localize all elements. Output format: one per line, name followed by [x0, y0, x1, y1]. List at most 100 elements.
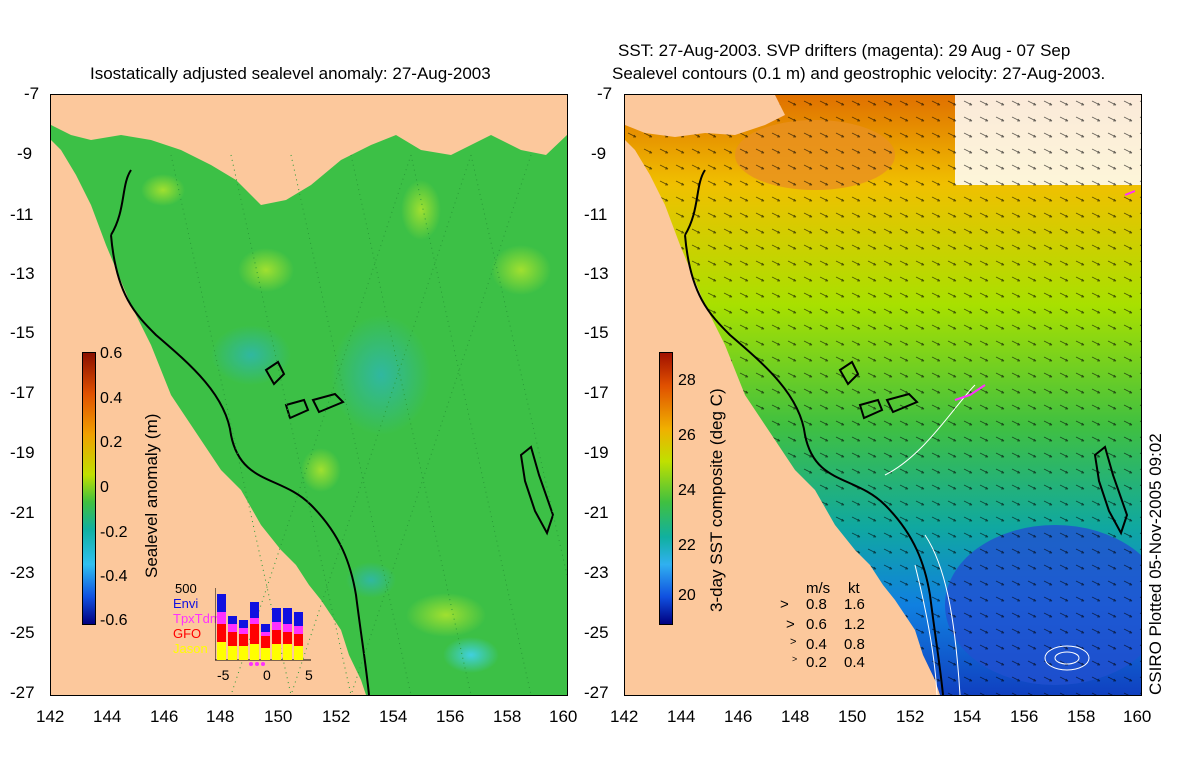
lon-tick: 146 — [724, 707, 753, 726]
ssla-cb-tick: -0.6 — [100, 612, 128, 629]
vector-key-ms: 0.6 — [806, 616, 827, 633]
land-png-right — [625, 95, 785, 137]
right-map-canvas — [625, 95, 1141, 695]
ssla-cb-tick: 0.2 — [100, 434, 123, 451]
sst-cb-tick: 20 — [678, 587, 696, 604]
vector-arrow-icon: > — [790, 636, 797, 648]
vector-key-header-kt: kt — [848, 580, 860, 597]
lat-tick: -7 — [24, 84, 40, 103]
lat-tick: -17 — [584, 383, 609, 402]
satellite-tracks — [170, 154, 567, 695]
shelf-contour-right — [684, 169, 944, 695]
credit-text: CSIRO Plotted 05-Nov-2005 09:02 — [1146, 433, 1165, 695]
left-map-canvas — [51, 95, 567, 695]
lat-tick: -23 — [10, 563, 35, 582]
vector-arrow-icon: > — [786, 616, 795, 633]
lat-tick: -7 — [597, 84, 613, 103]
lon-tick: 158 — [493, 707, 522, 726]
left-map — [50, 94, 568, 696]
lat-tick: -21 — [10, 503, 35, 522]
lat-tick: -19 — [10, 443, 35, 462]
vector-key-header-ms: m/s — [806, 580, 831, 597]
ssla-cb-tick: 0.4 — [100, 390, 123, 407]
hist-x-tick: 5 — [305, 667, 313, 683]
vector-key-ms: 0.2 — [806, 654, 827, 671]
lon-tick: 158 — [1067, 707, 1096, 726]
sst-colorbar — [659, 352, 673, 625]
hist-bars — [215, 588, 311, 666]
lon-tick: 156 — [436, 707, 465, 726]
lat-tick: -25 — [584, 623, 609, 642]
lon-tick: 148 — [781, 707, 810, 726]
lat-tick: -23 — [584, 563, 609, 582]
lat-tick: -17 — [10, 383, 35, 402]
ssla-cb-tick: -0.2 — [100, 524, 128, 541]
lon-tick: 144 — [667, 707, 696, 726]
lon-tick: 148 — [206, 707, 235, 726]
sst-cb-tick: 28 — [678, 372, 696, 389]
lon-tick: 142 — [610, 707, 639, 726]
lat-tick: -13 — [10, 264, 35, 283]
left-panel-title: Isostatically adjusted sealevel anomaly:… — [90, 64, 491, 83]
lat-tick: -27 — [10, 683, 35, 702]
shelf-contour — [110, 169, 370, 695]
lon-tick: 150 — [838, 707, 867, 726]
lat-tick: -13 — [584, 264, 609, 283]
lon-tick: 150 — [264, 707, 293, 726]
ssla-colorbar — [82, 352, 96, 625]
hist-x-tick: -5 — [217, 667, 230, 683]
vector-key-ms: 0.4 — [806, 636, 827, 653]
sst-cb-label: 3-day SST composite (deg C) — [707, 388, 726, 612]
lat-tick: -11 — [10, 205, 34, 224]
right-panel-title-line1: SST: 27-Aug-2003. SVP drifters (magenta)… — [618, 41, 1071, 60]
ssla-cb-label: Sealevel anomaly (m) — [142, 413, 161, 578]
svp-drifter-tracks — [954, 190, 1136, 401]
land-australia — [51, 140, 366, 695]
altimeter-histogram: 500 Envi TpxTdm GFO Jason -5 0 5 — [173, 580, 313, 683]
hist-legend-envi: Envi — [173, 596, 199, 611]
lon-tick: 160 — [549, 707, 578, 726]
ssla-cb-tick: -0.4 — [100, 568, 128, 585]
lat-tick: -15 — [584, 323, 609, 342]
island-group-right — [838, 360, 1129, 536]
lat-tick: -21 — [584, 503, 609, 522]
sealevel-contours — [884, 384, 1090, 695]
land-australia-right — [625, 140, 940, 695]
lat-tick: -25 — [10, 623, 35, 642]
hist-top-tick: 500 — [175, 581, 197, 596]
sst-cb-tick: 22 — [678, 537, 696, 554]
right-map — [624, 94, 1142, 696]
lon-tick: 152 — [322, 707, 351, 726]
vector-key-kt: 0.8 — [844, 636, 865, 653]
lon-tick: 144 — [93, 707, 122, 726]
ssla-cb-tick: 0.6 — [100, 345, 123, 362]
vector-key-kt: 1.2 — [844, 616, 865, 633]
ssla-cb-tick: 0 — [100, 479, 109, 496]
lat-tick: -15 — [10, 323, 35, 342]
lon-tick: 154 — [379, 707, 408, 726]
hist-legend-gfo: GFO — [173, 626, 202, 641]
lon-tick: 156 — [1010, 707, 1039, 726]
lat-tick: -9 — [17, 144, 33, 163]
vector-key-kt: 1.6 — [844, 596, 865, 613]
lat-tick: -19 — [584, 443, 609, 462]
right-panel-title-line2: Sealevel contours (0.1 m) and geostrophi… — [612, 64, 1106, 83]
vector-arrow-icon: > — [780, 596, 789, 613]
land-png — [51, 95, 567, 205]
lon-tick: 154 — [953, 707, 982, 726]
lon-tick: 160 — [1123, 707, 1152, 726]
hist-legend-tpxtdm: TpxTdm — [173, 611, 221, 626]
vector-key: m/s kt > 0.8 1.6 > 0.6 1.2 > 0.4 0.8 > 0… — [780, 580, 880, 671]
lon-tick: 146 — [150, 707, 179, 726]
vector-key-kt: 0.4 — [844, 654, 865, 671]
lat-tick: -11 — [584, 205, 608, 224]
hist-legend-jason: Jason — [173, 641, 208, 656]
vector-key-ms: 0.8 — [806, 596, 827, 613]
lon-tick: 142 — [36, 707, 65, 726]
sst-cb-tick: 26 — [678, 427, 696, 444]
island-group — [264, 360, 555, 536]
lon-tick: 152 — [896, 707, 925, 726]
lat-tick: -9 — [591, 144, 607, 163]
vector-arrow-icon: > — [792, 654, 798, 664]
lat-tick: -27 — [584, 683, 609, 702]
